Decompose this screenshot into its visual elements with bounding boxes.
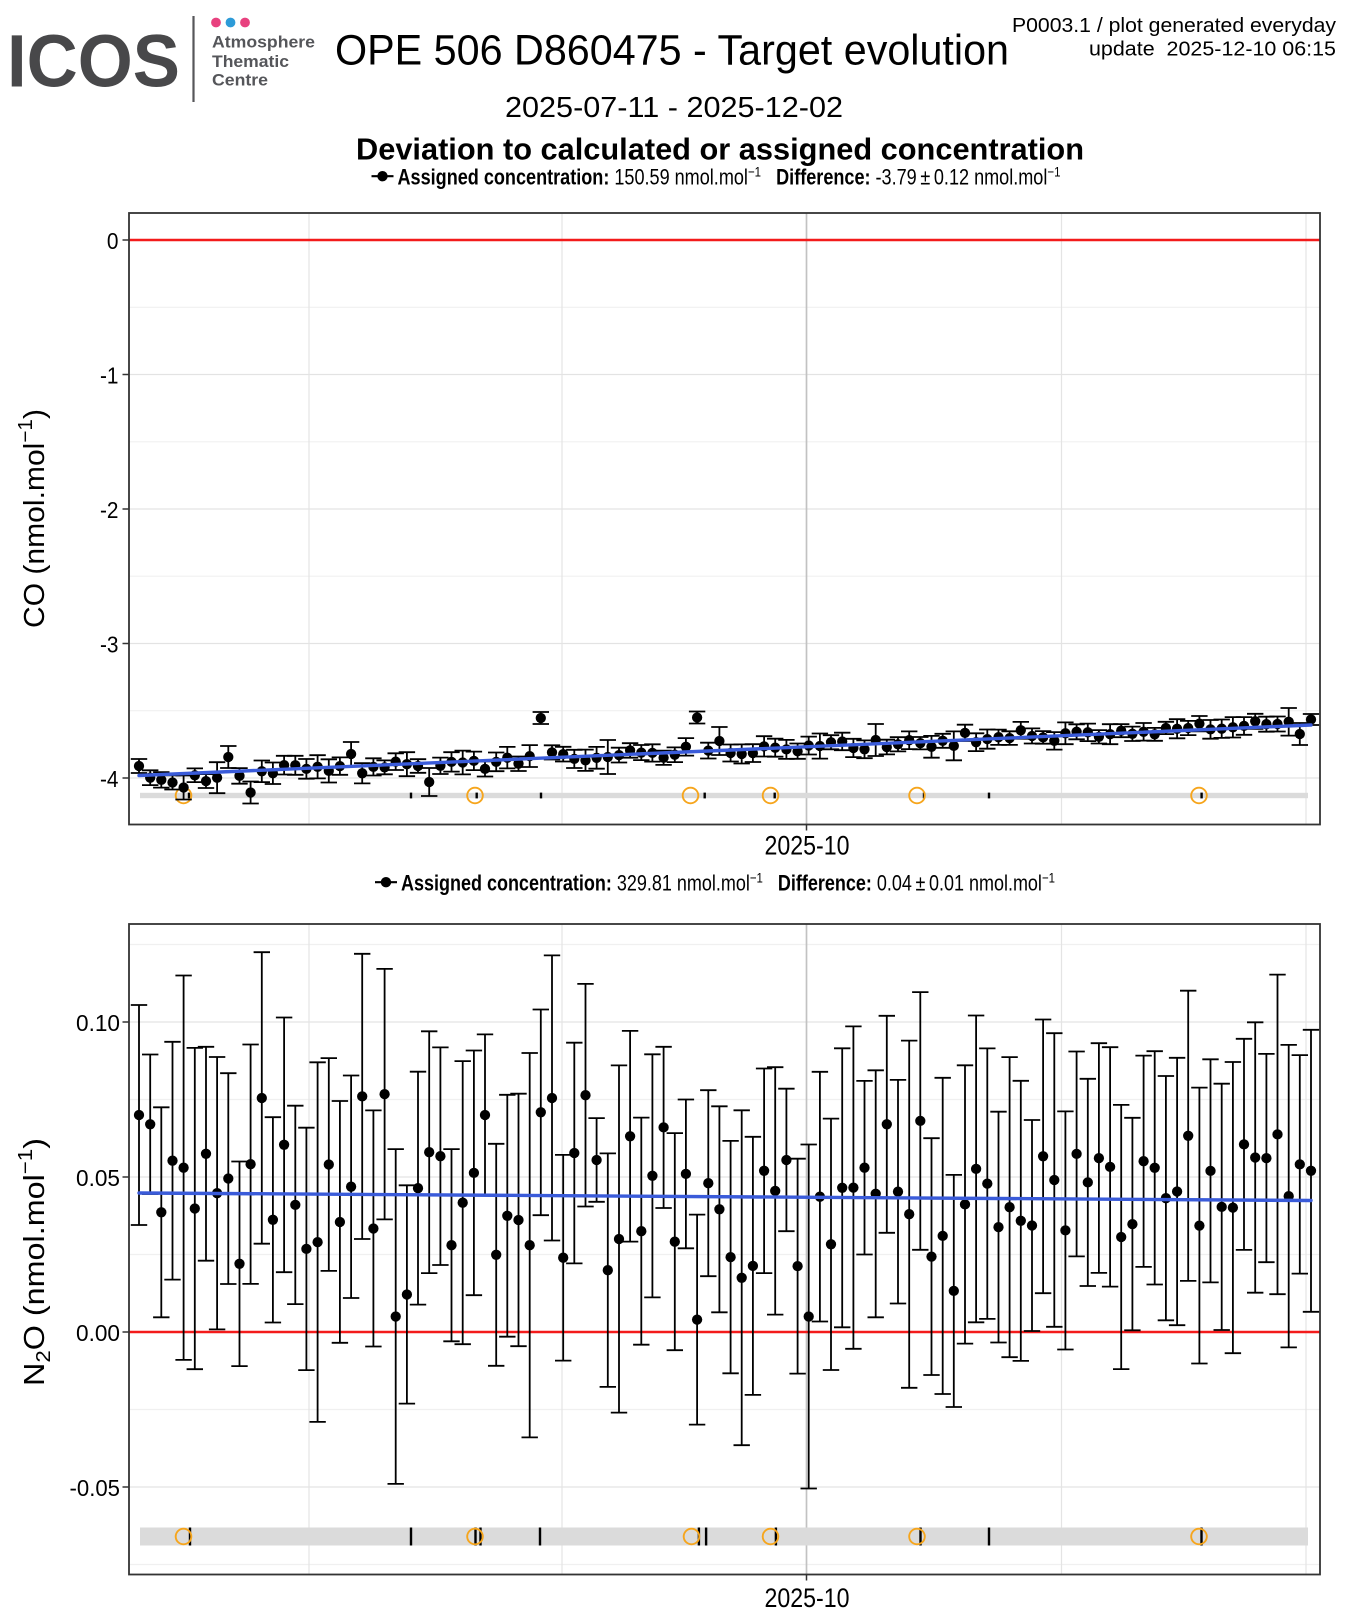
svg-text:Atmosphere: Atmosphere <box>212 33 315 51</box>
svg-text:update 2025-12-10 06:15: update 2025-12-10 06:15 <box>1089 38 1336 61</box>
svg-text:-0.05: -0.05 <box>70 1475 121 1501</box>
svg-text:Assigned concentration: 150.59: Assigned concentration: 150.59 nmol.mol−… <box>398 164 1061 190</box>
svg-text:Deviation to calculated or ass: Deviation to calculated or assigned conc… <box>356 132 1084 167</box>
svg-text:Thematic: Thematic <box>212 53 289 71</box>
svg-text:CO (nmol.mol−1​): CO (nmol.mol−1​) <box>15 409 51 628</box>
svg-text:P0003.1 / plot generated every: P0003.1 / plot generated everyday <box>1012 14 1337 37</box>
svg-text:2025-10: 2025-10 <box>765 1583 850 1613</box>
svg-text:2025-10: 2025-10 <box>765 831 850 861</box>
svg-text:-4: -4 <box>100 766 119 792</box>
svg-text:N2O (nmol.mol−1​): N2O (nmol.mol−1​) <box>15 1138 55 1386</box>
svg-text:2025-07-11 - 2025-12-02: 2025-07-11 - 2025-12-02 <box>505 92 843 124</box>
svg-text:Centre: Centre <box>212 71 268 89</box>
svg-text:Assigned concentration: 329.81: Assigned concentration: 329.81 nmol.mol−… <box>401 870 1055 896</box>
svg-text:0: 0 <box>107 228 119 254</box>
svg-text:ICOS: ICOS <box>7 20 180 103</box>
svg-text:-3: -3 <box>100 632 119 658</box>
svg-text:0.00: 0.00 <box>76 1320 120 1346</box>
svg-text:0.05: 0.05 <box>76 1165 120 1191</box>
svg-text:-1: -1 <box>100 363 119 389</box>
svg-text:OPE 506 D860475 - Target evolu: OPE 506 D860475 - Target evolution <box>335 27 1009 75</box>
svg-text:-2: -2 <box>100 497 119 523</box>
svg-text:0.10: 0.10 <box>76 1010 120 1036</box>
